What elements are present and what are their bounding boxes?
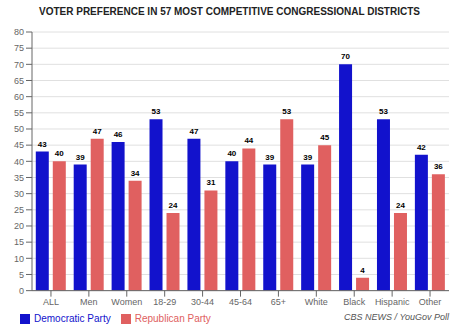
svg-text:53: 53 xyxy=(379,107,388,116)
html-text:Democratic Party: Democratic Party xyxy=(34,312,111,324)
svg-text:10: 10 xyxy=(14,254,24,264)
html-text:CBS NEWS / YouGov Poll: CBS NEWS / YouGov Poll xyxy=(344,312,449,322)
svg-text:25: 25 xyxy=(14,205,24,215)
svg-text:40: 40 xyxy=(55,149,64,158)
svg-text:Black: Black xyxy=(343,297,366,307)
svg-text:45-64: 45-64 xyxy=(229,297,252,307)
svg-text:46: 46 xyxy=(114,130,123,139)
svg-text:Other: Other xyxy=(419,297,442,307)
svg-text:60: 60 xyxy=(14,92,24,102)
svg-text:0: 0 xyxy=(19,286,24,296)
svg-text:36: 36 xyxy=(434,162,443,171)
svg-text:47: 47 xyxy=(189,127,198,136)
svg-text:White: White xyxy=(305,297,328,307)
svg-text:70: 70 xyxy=(341,52,350,61)
svg-text:45: 45 xyxy=(320,133,329,142)
svg-text:45: 45 xyxy=(14,140,24,150)
svg-text:35: 35 xyxy=(14,173,24,183)
svg-text:Hispanic: Hispanic xyxy=(375,297,410,307)
svg-text:Men: Men xyxy=(80,297,98,307)
svg-text:24: 24 xyxy=(396,201,405,210)
svg-text:30-44: 30-44 xyxy=(191,297,214,307)
svg-text:43: 43 xyxy=(38,140,47,149)
svg-text:70: 70 xyxy=(14,60,24,70)
svg-text:65: 65 xyxy=(14,76,24,86)
svg-text:55: 55 xyxy=(14,108,24,118)
svg-text:15: 15 xyxy=(14,237,24,247)
svg-text:20: 20 xyxy=(14,221,24,231)
svg-text:75: 75 xyxy=(14,43,24,53)
svg-text:65+: 65+ xyxy=(271,297,286,307)
svg-text:31: 31 xyxy=(206,178,215,187)
svg-text:ALL: ALL xyxy=(43,297,59,307)
svg-text:39: 39 xyxy=(265,153,274,162)
svg-text:40: 40 xyxy=(227,149,236,158)
svg-text:34: 34 xyxy=(131,169,140,178)
svg-text:24: 24 xyxy=(169,201,178,210)
html-text:Republican Party: Republican Party xyxy=(134,312,211,324)
svg-text:40: 40 xyxy=(14,157,24,167)
svg-text:Women: Women xyxy=(111,297,142,307)
svg-text:18-29: 18-29 xyxy=(153,297,176,307)
html-text:VOTER PREFERENCE IN 57 MOST CO: VOTER PREFERENCE IN 57 MOST COMPETITIVE … xyxy=(39,6,420,17)
svg-text:5: 5 xyxy=(19,270,24,280)
svg-text:53: 53 xyxy=(282,107,291,116)
svg-text:42: 42 xyxy=(417,143,426,152)
svg-text:47: 47 xyxy=(93,127,102,136)
svg-text:44: 44 xyxy=(244,136,253,145)
svg-text:30: 30 xyxy=(14,189,24,199)
svg-text:4: 4 xyxy=(360,266,365,275)
svg-text:53: 53 xyxy=(152,107,161,116)
svg-text:39: 39 xyxy=(303,153,312,162)
svg-text:39: 39 xyxy=(76,153,85,162)
svg-text:80: 80 xyxy=(14,27,24,37)
svg-text:50: 50 xyxy=(14,124,24,134)
